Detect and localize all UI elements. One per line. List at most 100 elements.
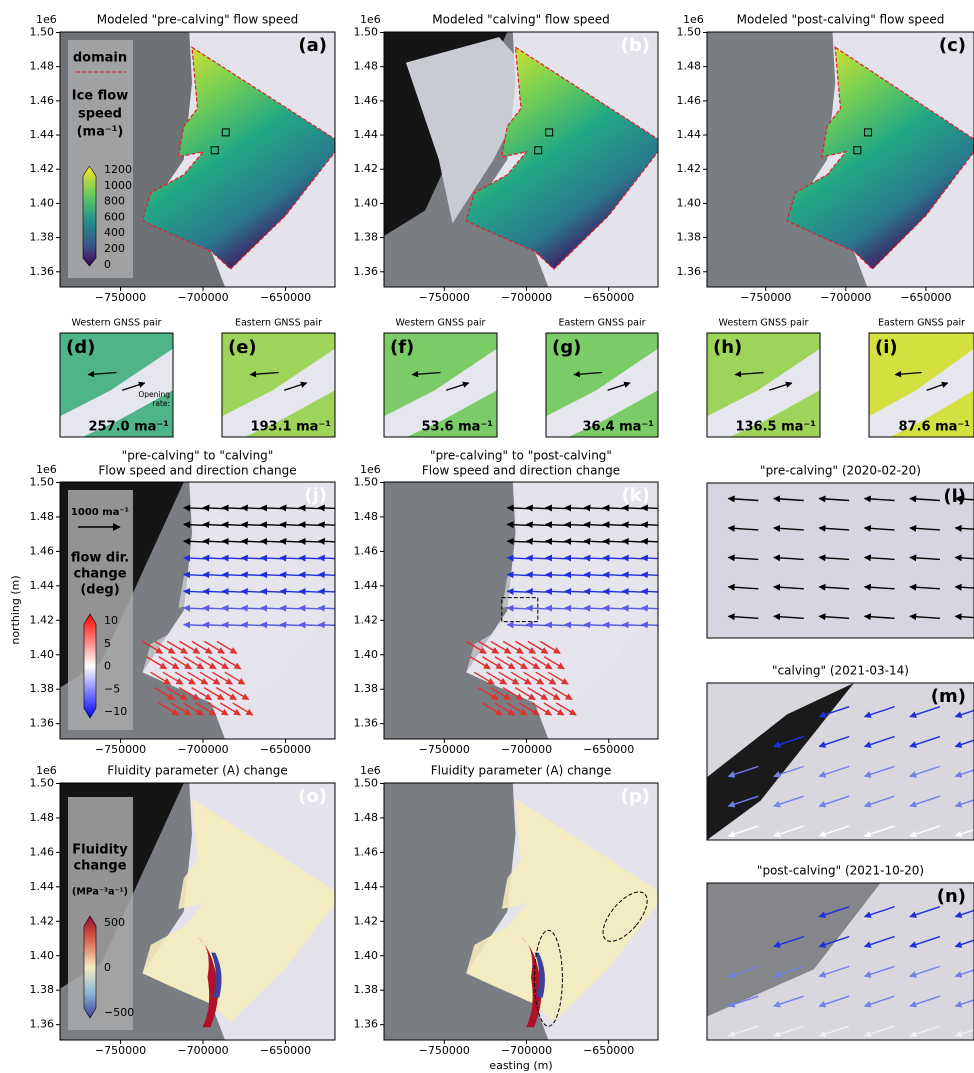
y-tick-label: 1.38 [354, 983, 379, 996]
arrow [642, 524, 664, 525]
y-tick-label: 1.36 [30, 1018, 55, 1031]
panel: (i) 87.6 ma⁻¹ [869, 333, 974, 437]
x-tick-label: −750000 [419, 743, 470, 756]
arrow [584, 558, 606, 559]
panel-label: (m) [931, 686, 966, 707]
arrow [280, 508, 302, 509]
arrow [299, 508, 321, 509]
arrow [622, 524, 644, 525]
arrow [622, 608, 644, 609]
colorbar-tick: 0 [104, 258, 111, 271]
arrow [242, 524, 264, 525]
legend-title: (deg) [80, 583, 119, 598]
arrow [242, 508, 264, 509]
arrow [584, 508, 606, 509]
arrow [242, 591, 264, 592]
y-tick-label: 1.48 [354, 811, 379, 824]
y-tick-label: 1.46 [354, 94, 379, 107]
arrow [222, 608, 244, 609]
panel-title: "pre-calving" (2020-02-20) [760, 464, 921, 478]
y-tick-label: 1.38 [30, 682, 55, 695]
x-tick-label: −650000 [260, 1044, 311, 1057]
arrow [622, 591, 644, 592]
panel-title: Western GNSS pair [396, 318, 486, 329]
legend-title: (ma⁻¹) [77, 125, 124, 140]
x-tick-label: −700000 [501, 1044, 552, 1057]
panel: (l) [707, 483, 974, 638]
arrow [584, 575, 606, 576]
arrow [261, 508, 283, 509]
note: rate: [152, 399, 170, 408]
arrow [507, 625, 529, 626]
arrow [565, 524, 587, 525]
arrow [261, 524, 283, 525]
arrow [526, 591, 548, 592]
y-offset: 1e6 [36, 13, 57, 26]
y-tick-label: 1.40 [354, 648, 379, 661]
y-tick-label: 1.44 [677, 128, 702, 141]
panel: (f)53.6 ma⁻¹ [384, 333, 497, 437]
arrow [507, 524, 529, 525]
arrow [565, 541, 587, 542]
panel-label: (d) [66, 337, 95, 358]
colorbar-tick: −500 [104, 1006, 134, 1019]
arrow [603, 575, 625, 576]
arrow [280, 541, 302, 542]
arrow [584, 524, 606, 525]
y-tick-label: 1.48 [30, 60, 55, 73]
colorbar-tick: 1200 [104, 163, 132, 176]
arrow [603, 625, 625, 626]
arrow [319, 575, 341, 576]
panel: (p) [384, 783, 658, 1040]
arrow [526, 575, 548, 576]
arrow [642, 575, 664, 576]
panel-title: Western GNSS pair [719, 318, 809, 329]
legend-box [68, 490, 133, 730]
arrow [642, 591, 664, 592]
panel-label: (i) [875, 337, 898, 358]
arrow [565, 608, 587, 609]
y-tick-label: 1.44 [30, 880, 55, 893]
arrow [280, 524, 302, 525]
panel-label: (l) [943, 486, 966, 507]
colorbar-tick: 400 [104, 226, 125, 239]
y-tick-label: 1.40 [354, 196, 379, 209]
y-tick-label: 1.42 [354, 914, 379, 927]
value-label: 87.6 ma⁻¹ [899, 420, 970, 435]
arrow [526, 541, 548, 542]
arrow [642, 625, 664, 626]
arrow [642, 608, 664, 609]
colorbar-tick: 600 [104, 210, 125, 223]
arrow [203, 541, 225, 542]
arrow [319, 625, 341, 626]
y-offset: 1e6 [683, 13, 704, 26]
y-tick-label: 1.40 [354, 949, 379, 962]
legend-title: change [73, 859, 126, 874]
arrow [184, 541, 206, 542]
arrow [203, 608, 225, 609]
colorbar-tick: 1000 [104, 179, 132, 192]
panel-label: (j) [304, 485, 327, 506]
arrow [222, 575, 244, 576]
panel: (m) [707, 683, 974, 840]
x-axis-label: easting (m) [489, 1059, 552, 1072]
y-tick-label: 1.36 [677, 265, 702, 278]
arrow [184, 508, 206, 509]
panel-label: (a) [298, 35, 327, 56]
arrow [584, 591, 606, 592]
y-axis-label: northing (m) [9, 575, 22, 644]
colorbar-tick: 800 [104, 195, 125, 208]
arrow [299, 608, 321, 609]
y-tick-label: 1.46 [354, 544, 379, 557]
arrow [526, 608, 548, 609]
arrow [507, 508, 529, 509]
panel-title: Eastern GNSS pair [878, 318, 965, 329]
y-tick-label: 1.38 [354, 231, 379, 244]
y-tick-label: 1.50 [30, 476, 55, 489]
arrow [603, 558, 625, 559]
value-label: 53.6 ma⁻¹ [422, 420, 493, 435]
arrow [184, 558, 206, 559]
x-tick-label: −650000 [260, 743, 311, 756]
legend-title: speed [78, 107, 122, 122]
panel-title: "post-calving" (2021-10-20) [757, 864, 924, 878]
